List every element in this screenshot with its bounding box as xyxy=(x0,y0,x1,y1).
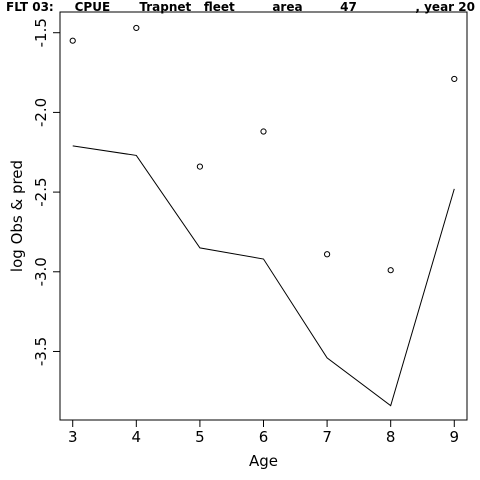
observed-point xyxy=(260,128,267,135)
x-tick-label: 9 xyxy=(450,428,460,446)
observed-point xyxy=(133,24,140,32)
observed-point xyxy=(69,37,76,44)
x-axis-label: Age xyxy=(249,452,278,470)
observed-point xyxy=(196,163,204,170)
x-tick-label: 8 xyxy=(386,428,396,446)
observed-point xyxy=(387,267,394,274)
x-tick-label: 5 xyxy=(195,428,205,446)
predicted-series xyxy=(72,145,455,407)
y-axis-label: log Obs & pred xyxy=(8,160,26,272)
chart-title: FLT 03: CPUE Trapnet fleet area 47 , yea… xyxy=(6,0,475,14)
y-tick-label: -1.5 xyxy=(32,18,50,47)
observed-point xyxy=(323,251,331,258)
x-tick-label: 7 xyxy=(322,428,332,446)
x-tick-label: 6 xyxy=(259,428,269,446)
x-tick-label: 3 xyxy=(68,428,78,446)
plot-frame xyxy=(59,11,468,421)
predicted-line xyxy=(72,145,455,407)
y-tick-label: -3.0 xyxy=(32,257,50,286)
observed-series xyxy=(69,24,458,274)
observed-point xyxy=(451,75,458,83)
x-axis: 3 4 5 6 7 8 9 xyxy=(68,419,460,446)
y-axis: -1.5 -2.0 -2.5 -3.0 -3.5 xyxy=(32,18,61,366)
y-tick-label: -3.5 xyxy=(32,337,50,366)
y-tick-label: -2.5 xyxy=(32,177,50,206)
x-tick-label: 4 xyxy=(132,428,142,446)
y-tick-label: -2.0 xyxy=(32,98,50,127)
